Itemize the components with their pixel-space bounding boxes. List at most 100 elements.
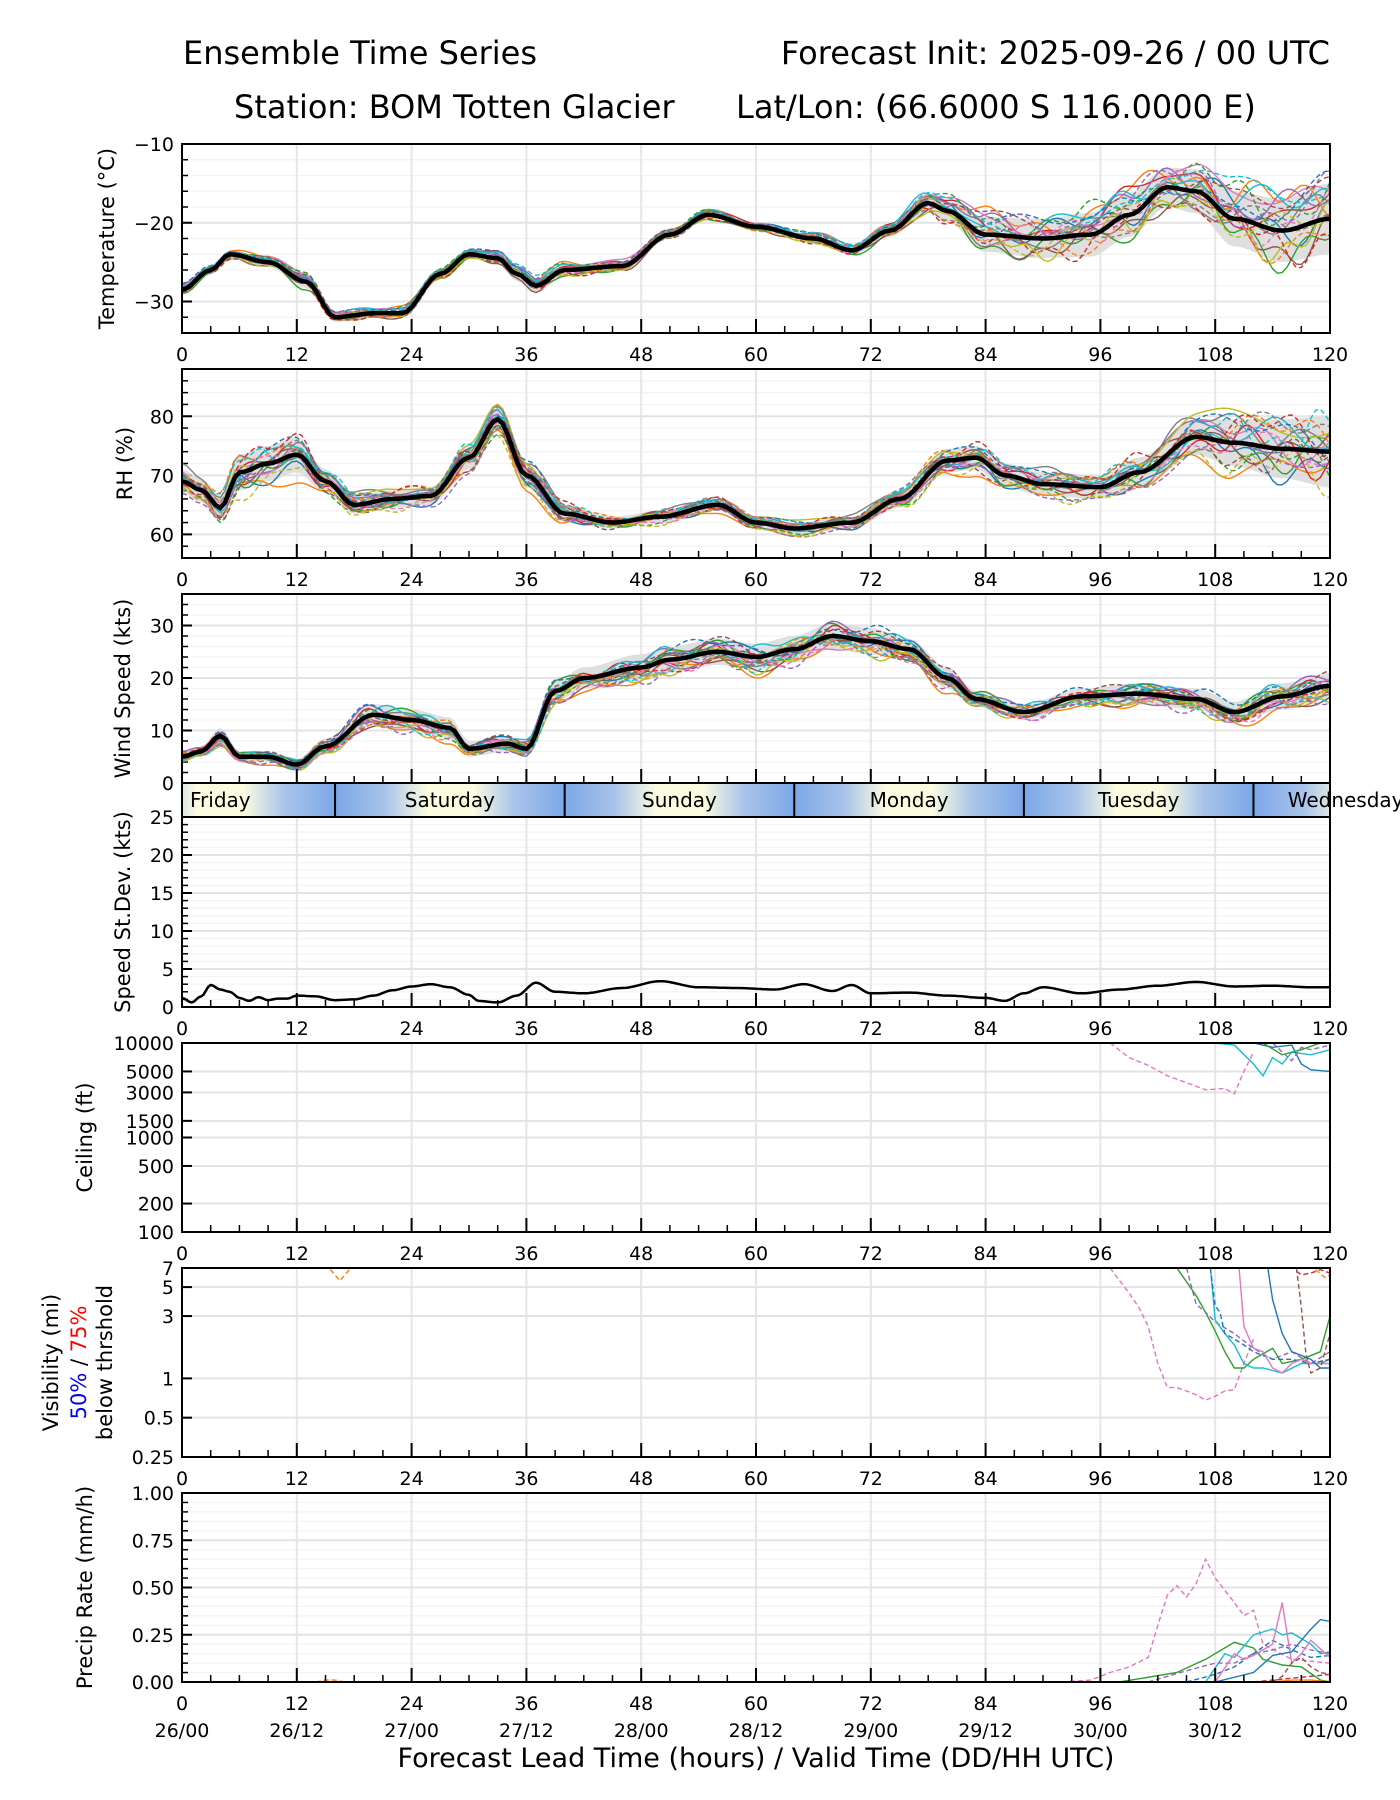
y-tick-label: 1500 xyxy=(126,1111,174,1133)
x-axis-label: Forecast Lead Time (hours) / Valid Time … xyxy=(398,1743,1115,1774)
x-tick-label: 84 xyxy=(974,1468,998,1490)
title-forecast-init: Forecast Init: 2025-09-26 / 00 UTC xyxy=(781,34,1330,72)
x-tick-label: 72 xyxy=(859,344,883,366)
x-tick-label: 24 xyxy=(400,1468,424,1490)
panel-speed-stdev: 0 5 10 15 20 25 0 12 24 36 48 60 72 84 96 108 120 Speed S… xyxy=(111,807,1348,1040)
ensemble-member-line xyxy=(1176,1268,1330,1369)
valid-time-tick-label: 30/12 xyxy=(1188,1720,1243,1742)
x-tick-label: 24 xyxy=(400,344,424,366)
x-tick-label: 84 xyxy=(974,1018,998,1040)
x-tick-label: 120 xyxy=(1312,1693,1348,1715)
ensemble-member-line xyxy=(1148,1643,1330,1682)
y-tick-label: 7 xyxy=(162,1258,174,1280)
ensemble-member-line xyxy=(1272,1656,1330,1682)
y-tick-label: 10 xyxy=(150,921,174,943)
y-tick-label: 0.25 xyxy=(132,1625,174,1647)
x-tick-label: 72 xyxy=(859,1018,883,1040)
y-tick-label: −10 xyxy=(134,134,174,156)
plot-frame xyxy=(181,1042,1331,1233)
ensemble-member-line xyxy=(1267,1268,1330,1369)
x-tick-label: 60 xyxy=(744,1468,768,1490)
x-tick-label: 84 xyxy=(974,1243,998,1265)
day-segment xyxy=(1023,783,1254,817)
ensemble-member-line xyxy=(182,637,1330,767)
day-label: Wednesday xyxy=(1288,788,1400,812)
x-tick-label: 60 xyxy=(744,569,768,591)
x-tick-label: 60 xyxy=(744,1018,768,1040)
x-tick-label: 12 xyxy=(285,1243,309,1265)
valid-time-tick-label: 29/12 xyxy=(958,1720,1013,1742)
title-latlon: Lat/Lon: (66.6000 S 116.0000 E) xyxy=(736,88,1256,126)
x-tick-label: 108 xyxy=(1197,1018,1233,1040)
x-tick-label: 108 xyxy=(1197,1243,1233,1265)
ensemble-member-line xyxy=(1119,1641,1330,1682)
day-segment xyxy=(0,783,105,817)
x-tick-label: 48 xyxy=(629,1243,653,1265)
x-tick-label: 60 xyxy=(744,1693,768,1715)
y-tick-label: 15 xyxy=(150,883,174,905)
ensemble-member-line xyxy=(1109,1043,1255,1095)
ensemble-member-line xyxy=(182,639,1330,768)
ensemble-member-line xyxy=(182,637,1330,770)
valid-time-tick-label: 28/00 xyxy=(614,1720,669,1742)
ensemble-member-line xyxy=(1272,1043,1330,1062)
day-segment xyxy=(564,783,795,817)
y-tick-label: 25 xyxy=(150,807,174,829)
y-tick-label: 60 xyxy=(150,524,174,546)
series-group xyxy=(182,620,1330,771)
x-tick-label: 96 xyxy=(1088,1243,1112,1265)
ensemble-member-line xyxy=(1215,1618,1330,1682)
y-tick-label: 0.75 xyxy=(132,1530,174,1552)
y-tick-label: 0 xyxy=(162,773,174,795)
y-tick-label: 3 xyxy=(162,1306,174,1328)
y-axis-label: RH (%) xyxy=(113,427,137,500)
ensemble-member-line xyxy=(1185,1268,1330,1365)
x-tick-label: 96 xyxy=(1088,1468,1112,1490)
day-segment xyxy=(182,783,336,817)
y-axis-label: Precip Rate (mm/h) xyxy=(73,1486,97,1689)
x-tick-label: 0 xyxy=(176,1468,188,1490)
y-axis-label-below-threshold: below thrshold xyxy=(93,1285,117,1440)
y-axis-label: Temperature (°C) xyxy=(95,148,119,330)
day-segment xyxy=(794,783,1024,817)
day-night-bar: Friday Saturday Sunday Monday Tuesday Wednesd… xyxy=(0,782,1400,818)
x-tick-label: 0 xyxy=(176,1693,188,1715)
x-tick-label: 72 xyxy=(859,1243,883,1265)
y-tick-label: 1 xyxy=(162,1368,174,1390)
x-tick-label: 96 xyxy=(1088,1693,1112,1715)
series-group xyxy=(182,162,1330,322)
x-tick-label: 36 xyxy=(514,344,538,366)
x-tick-label: 0 xyxy=(176,1243,188,1265)
x-tick-label: 120 xyxy=(1312,569,1348,591)
x-tick-label: 24 xyxy=(400,1243,424,1265)
valid-time-tick-label: 01/00 xyxy=(1303,1720,1358,1742)
x-tick-label: 120 xyxy=(1312,1018,1348,1040)
ensemble-member-line xyxy=(329,1269,350,1282)
x-tick-label: 24 xyxy=(400,1693,424,1715)
panel-precip-rate: 0.00 0.25 0.50 0.75 1.00 0 12 24 36 48 60 72 84 96 108… xyxy=(73,1483,1357,1742)
x-tick-label: 96 xyxy=(1088,569,1112,591)
y-tick-label: 0.50 xyxy=(132,1578,174,1600)
y-tick-label: 20 xyxy=(150,845,174,867)
ensemble-mean-line xyxy=(182,416,1330,531)
ensemble-member-line xyxy=(1215,1043,1330,1078)
y-tick-label: 5 xyxy=(162,1277,174,1299)
day-label: Monday xyxy=(870,788,949,812)
ensemble-member-line xyxy=(182,634,1330,771)
day-segment xyxy=(1253,783,1330,817)
x-tick-label: 84 xyxy=(974,1693,998,1715)
panel-visibility: 0.25 0.5 1 3 57 0 12 24 36 48 60 72 84 96 108 120 Visibi… xyxy=(39,1258,1348,1490)
ensemble-member-line xyxy=(1062,1557,1330,1682)
x-tick-label: 36 xyxy=(514,1468,538,1490)
x-tick-label: 48 xyxy=(629,344,653,366)
y-tick-label: 5000 xyxy=(126,1061,174,1083)
y-tick-label: 20 xyxy=(150,668,174,690)
ensemble-member-line xyxy=(182,632,1330,761)
threshold-label-part: / xyxy=(67,1352,91,1372)
ensemble-member-line xyxy=(1238,1268,1330,1374)
valid-time-tick-label: 29/00 xyxy=(843,1720,898,1742)
x-tick-label: 36 xyxy=(514,1243,538,1265)
y-tick-label: 3000 xyxy=(126,1082,174,1104)
ensemble-member-line xyxy=(1253,1673,1330,1682)
y-axis-label-threshold: 50% / 75% xyxy=(67,1306,91,1420)
